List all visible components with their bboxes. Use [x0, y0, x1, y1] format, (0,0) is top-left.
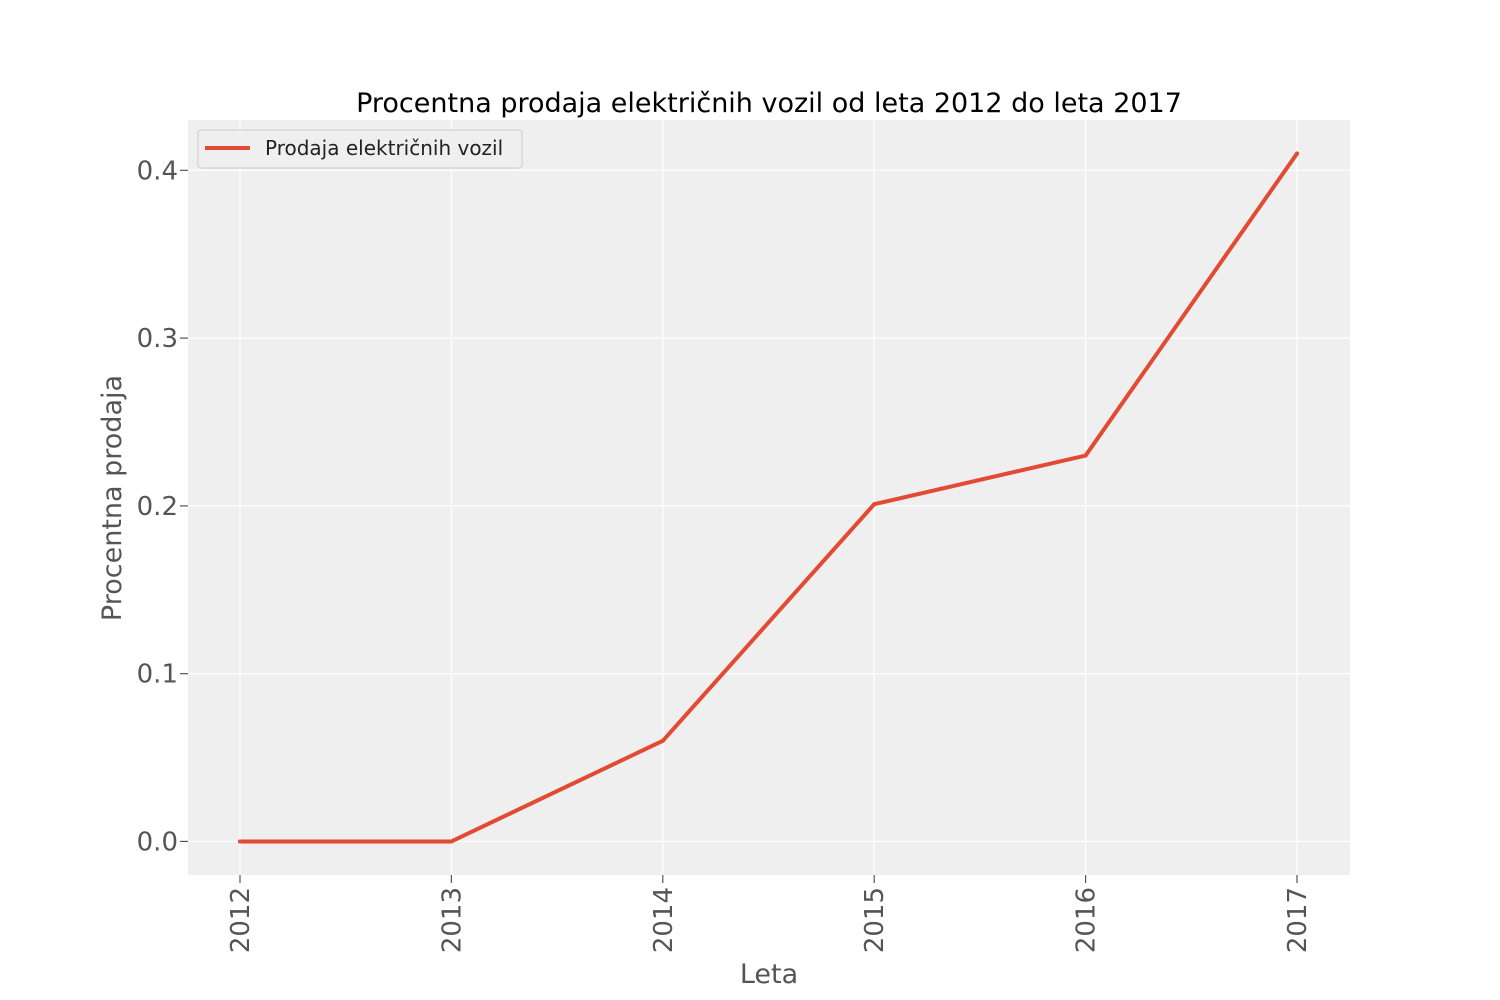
x-tick-label: 2015: [860, 887, 890, 953]
x-tick-labels: 2012 2013 2014 2015 2016 2017: [226, 875, 1313, 953]
data-point: [449, 839, 454, 844]
data-point: [660, 738, 665, 743]
data-point: [872, 502, 877, 507]
series-line: [238, 151, 1299, 844]
data-point: [1083, 453, 1088, 458]
chart-title: Procentna prodaja električnih vozil od l…: [356, 88, 1182, 119]
x-tick-label: 2013: [437, 887, 467, 953]
x-axis-label: Leta: [740, 959, 798, 990]
x-tick-label: 2016: [1072, 887, 1102, 953]
data-point: [238, 839, 242, 844]
x-tick-label: 2014: [649, 887, 679, 953]
x-tick-label: 2012: [226, 887, 256, 953]
y-tick-labels: 0.0 0.1 0.2 0.3 0.4: [137, 156, 188, 857]
y-tick-label: 0.1: [137, 660, 178, 690]
y-tick-label: 0.4: [137, 156, 178, 186]
y-tick-label: 0.2: [137, 492, 178, 522]
y-tick-label: 0.3: [137, 324, 178, 354]
legend-box: [197, 129, 523, 169]
legend-label: Prodaja električnih vozil: [265, 136, 503, 160]
plot-area: [188, 120, 1350, 875]
grid-lines: [188, 120, 1350, 875]
legend: Prodaja električnih vozil: [197, 129, 523, 169]
y-axis-label: Procentna prodaja: [97, 375, 128, 621]
series-layer: [238, 151, 1299, 844]
x-tick-label: 2017: [1283, 887, 1313, 953]
y-tick-label: 0.0: [137, 827, 178, 857]
data-point: [1295, 151, 1299, 156]
